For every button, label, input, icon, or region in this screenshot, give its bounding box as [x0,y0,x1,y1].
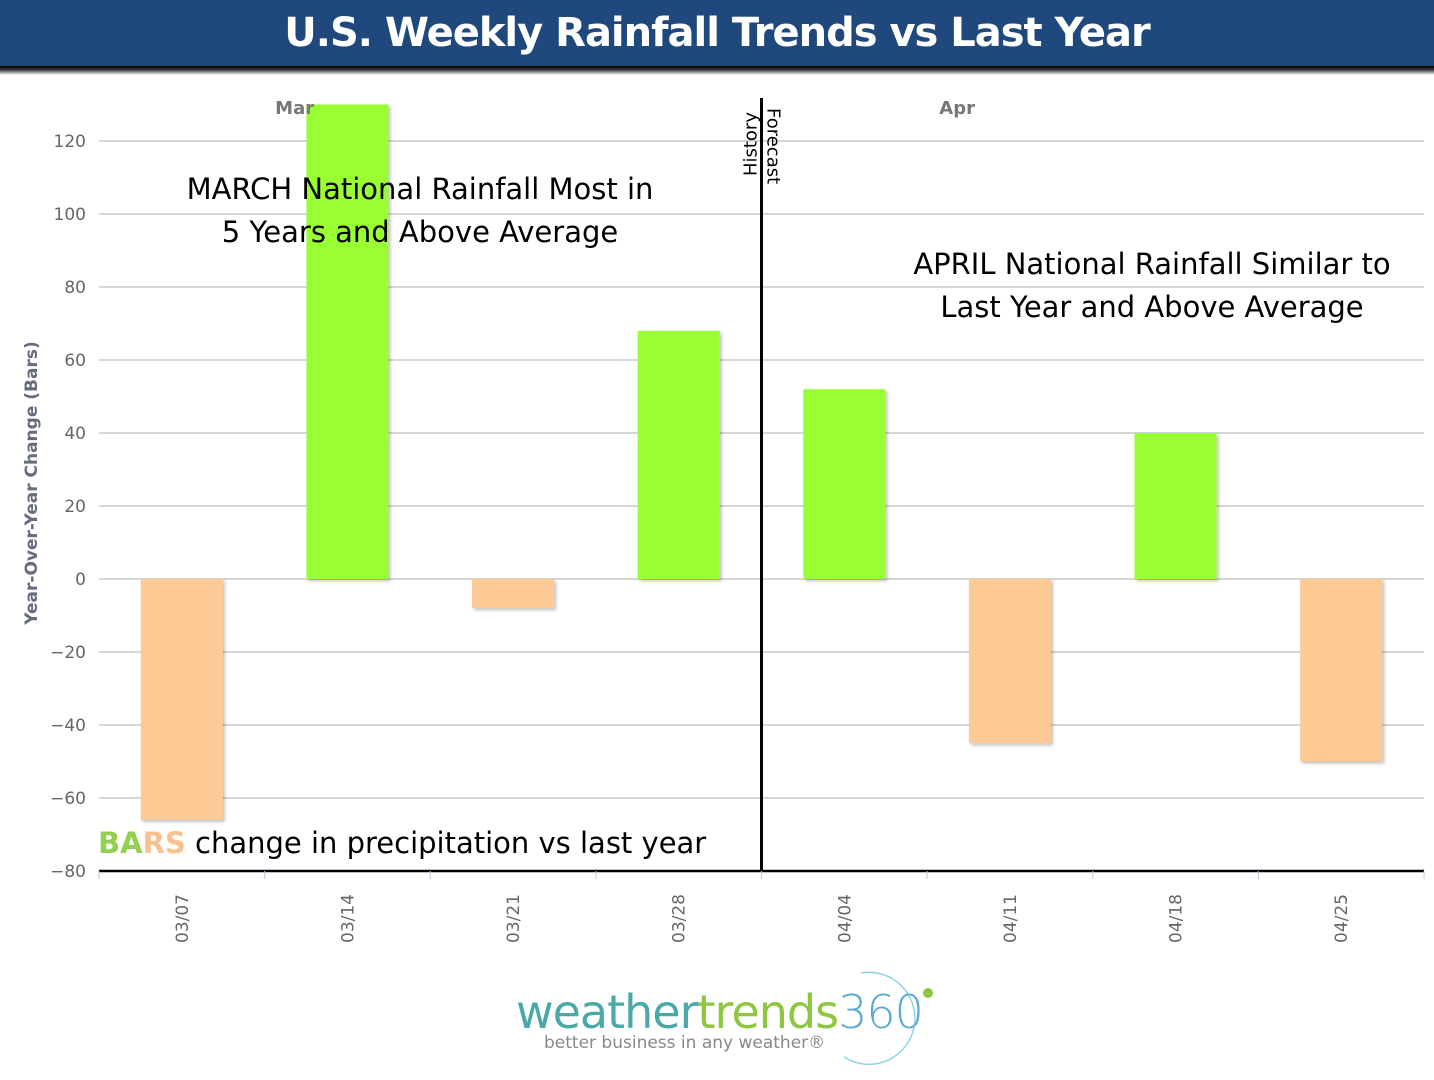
title-banner: U.S. Weekly Rainfall Trends vs Last Year [0,0,1434,66]
month-label-mar: Mar [275,98,314,119]
weathertrends360-logo: weathertrends360 better business in any … [516,965,946,1065]
y-tick-label: −60 [50,789,86,809]
annotation-april-line-2: Last Year and Above Average [940,290,1364,324]
chart-title: U.S. Weekly Rainfall Trends vs Last Year [284,10,1150,56]
y-tick-label: −40 [50,716,86,736]
x-tick-label: 03/28 [670,894,690,943]
bar-03-14 [306,104,389,579]
history-label: History [741,112,762,176]
x-tick-label: 04/04 [835,894,855,943]
logo-wordmark: weathertrends360 [516,985,924,1039]
y-tick-label: 100 [54,205,86,225]
bar-03-21 [472,579,555,609]
x-tick-label: 04/25 [1332,894,1352,943]
y-tick-label: −80 [50,862,86,882]
annotation-march: MARCH National Rainfall Most in 5 Years … [150,168,690,254]
x-tick-label: 03/07 [173,894,193,943]
month-label-apr: Apr [939,98,975,119]
y-tick-label: 20 [64,497,86,517]
x-tick-label: 04/11 [1001,894,1021,943]
forecast-label: Forecast [763,108,784,184]
y-tick-label: 80 [64,278,86,298]
annotation-april: APRIL National Rainfall Similar to Last … [882,243,1422,329]
legend-positive-swatch-text: BA [98,826,143,860]
bar-04-04 [803,389,886,579]
annotation-march-line-1: MARCH National Rainfall Most in [186,172,654,206]
logo-word-weather: weather [516,985,699,1039]
logo-word-360: 360 [838,985,924,1039]
title-banner-shadow [0,66,1434,75]
legend-negative-swatch-text: RS [142,826,186,860]
y-axis-label: Year-Over-Year Change (Bars) [22,341,42,626]
logo-ring-icon [843,971,933,1065]
x-tick-label: 03/21 [504,894,524,943]
annotation-april-line-1: APRIL National Rainfall Similar to [913,247,1391,281]
x-tick-label: 04/18 [1167,894,1187,943]
bar-04-25 [1300,579,1383,762]
legend-text: change in precipitation vs last year [185,826,707,860]
bar-04-11 [968,579,1051,744]
x-tick-label: 03/14 [338,894,358,943]
y-tick-label: 60 [64,351,86,371]
y-tick-label: 40 [64,424,86,444]
annotation-march-line-2: 5 Years and Above Average [221,215,619,249]
bar-03-28 [637,330,720,579]
y-tick-label: 120 [54,132,86,152]
legend: BARS change in precipitation vs last yea… [98,826,706,860]
logo-word-trends: trends [697,985,840,1039]
bar-04-18 [1134,433,1217,579]
bar-03-07 [140,579,223,820]
y-tick-label: 0 [75,570,86,590]
y-tick-label: −20 [50,643,86,663]
logo-tagline: better business in any weather® [544,1033,826,1053]
